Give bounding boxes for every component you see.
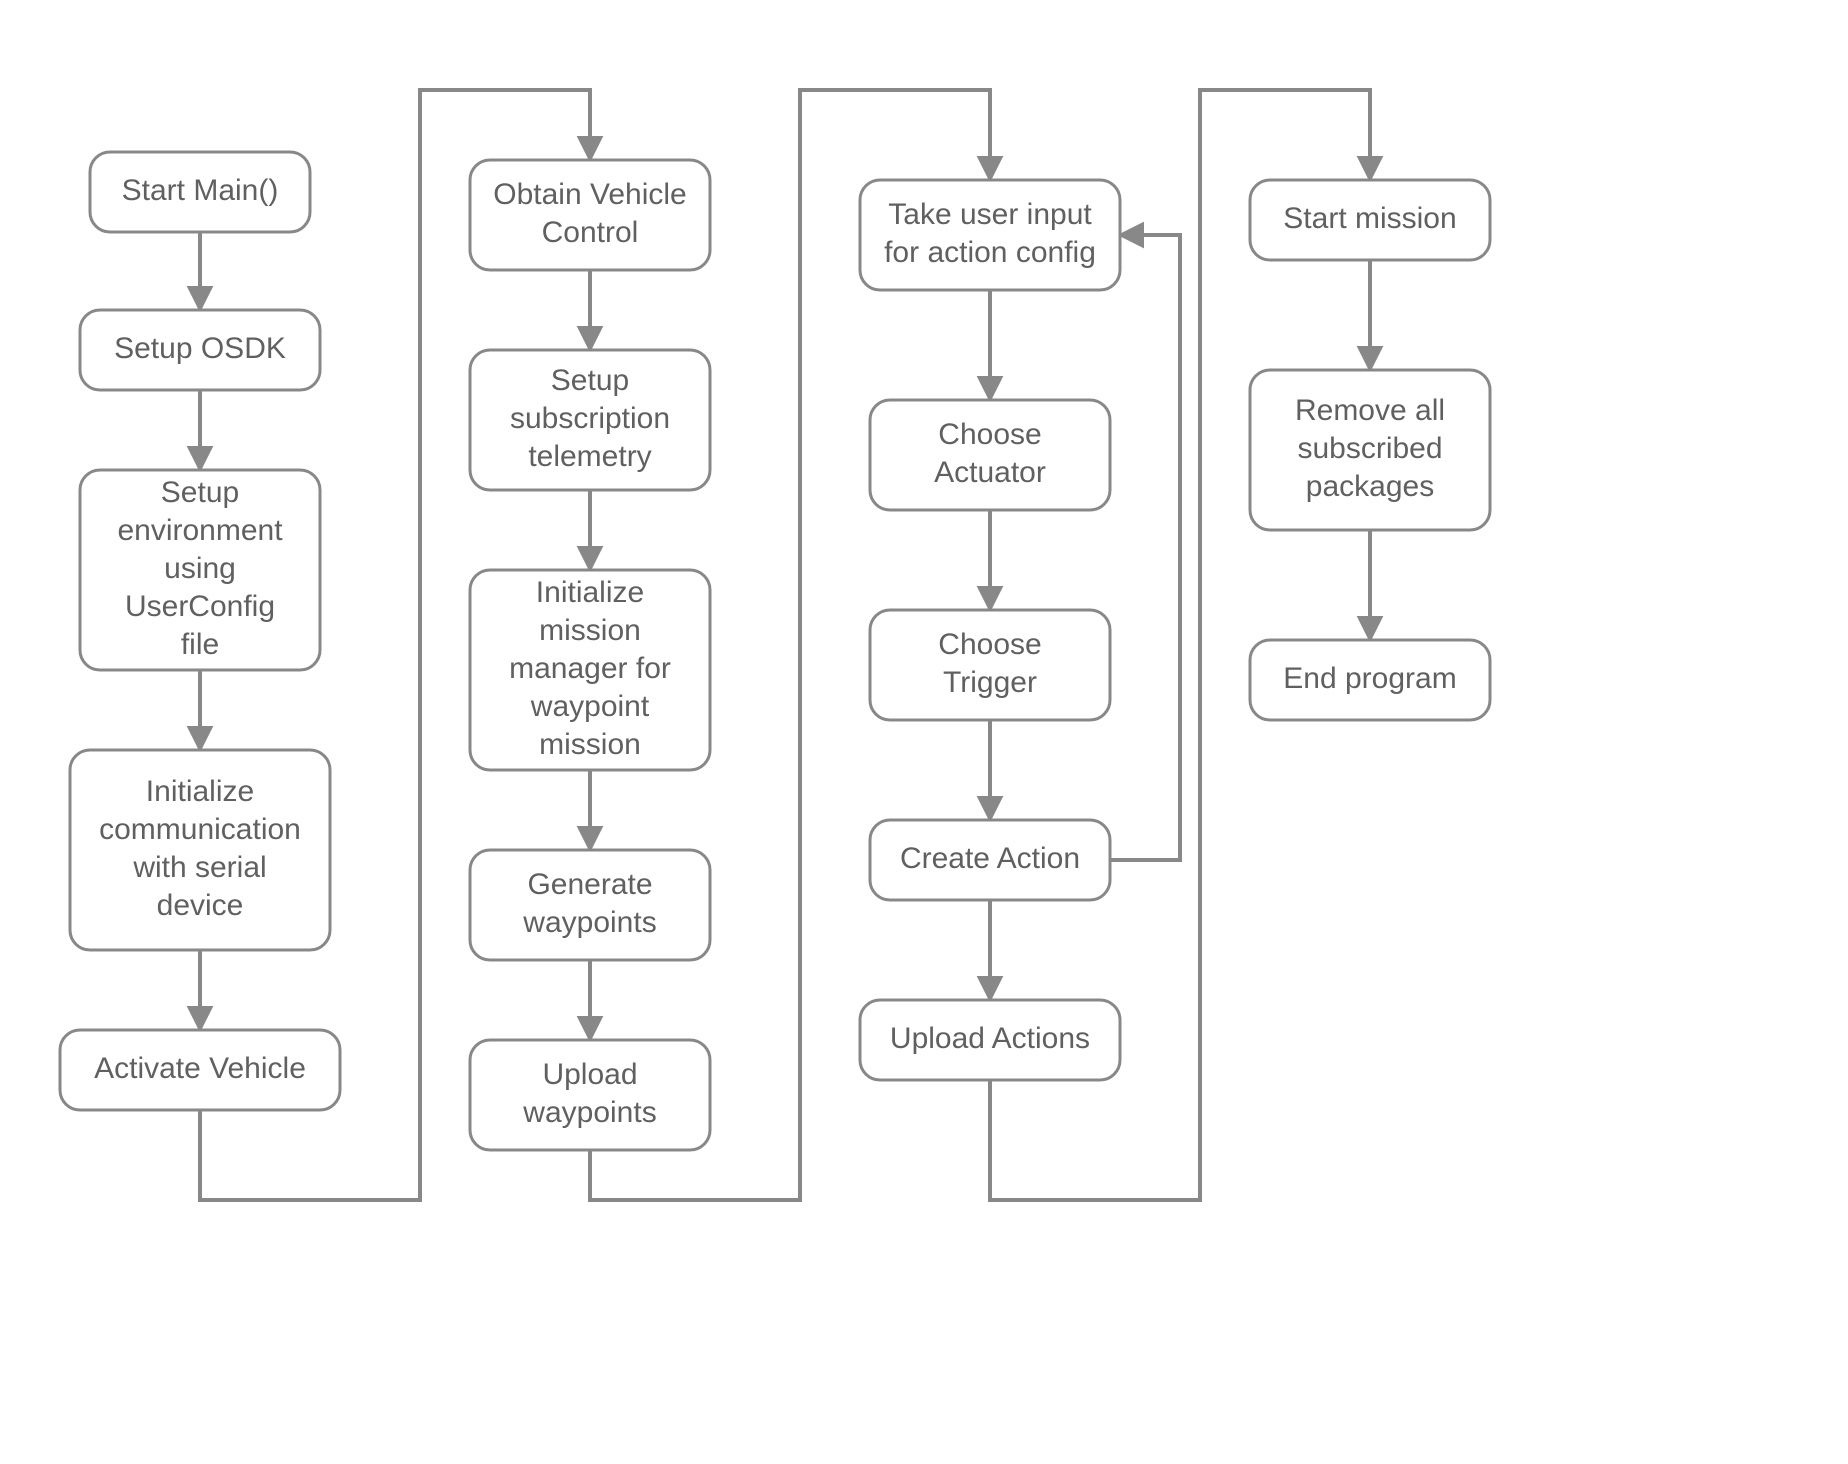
flow-node-label: waypoints — [522, 906, 656, 939]
flow-node-label: mission — [539, 614, 641, 647]
nodes-layer: Start Main() Setup OSDK Setup environment us… — [60, 152, 1490, 1150]
flow-node: Choose Actuator — [870, 400, 1110, 510]
flow-node-label: mission — [539, 728, 641, 761]
flow-node-label: Take user input — [888, 198, 1092, 231]
flow-node-label: environment — [117, 514, 283, 547]
flow-node-label: Obtain Vehicle — [493, 178, 686, 211]
flowchart-canvas: Start Main() Setup OSDK Setup environment us… — [0, 0, 1848, 1464]
flow-node-label: Trigger — [943, 666, 1037, 699]
flow-node: Start mission — [1250, 180, 1490, 260]
flow-node: Setup environment using UserConfig file — [80, 470, 320, 670]
flow-node: Upload waypoints — [470, 1040, 710, 1150]
flow-node-label: Start mission — [1283, 202, 1456, 235]
flow-node-label: Initialize — [146, 775, 254, 808]
flow-node: Generate waypoints — [470, 850, 710, 960]
flow-node: Initialize mission manager for waypoint miss… — [470, 570, 710, 770]
flow-node-label: End program — [1283, 662, 1456, 695]
flow-node-label: manager for — [509, 652, 671, 685]
flow-node-label: Activate Vehicle — [94, 1052, 306, 1085]
flow-node: Setup OSDK — [80, 310, 320, 390]
flow-node-label: Setup — [551, 364, 629, 397]
flow-node-label: using — [164, 552, 236, 585]
flow-node-label: Control — [542, 216, 639, 249]
flow-node-label: Create Action — [900, 842, 1080, 875]
flow-node-label: Setup OSDK — [114, 332, 286, 365]
flow-node-label: UserConfig — [125, 590, 275, 623]
flow-node-label: Initialize — [536, 576, 644, 609]
flow-node-label: waypoints — [522, 1096, 656, 1129]
flow-node-label: packages — [1306, 470, 1434, 503]
edges-layer — [200, 90, 1370, 1200]
flow-node: Take user input for action config — [860, 180, 1120, 290]
flow-node-label: telemetry — [528, 440, 651, 473]
flow-node-label: Upload — [542, 1058, 637, 1091]
flow-edge — [1110, 235, 1180, 860]
flow-node-label: subscription — [510, 402, 670, 435]
flow-node-label: device — [157, 889, 244, 922]
flow-node-label: for action config — [884, 236, 1096, 269]
flow-node-label: Generate — [527, 868, 652, 901]
flow-node: Activate Vehicle — [60, 1030, 340, 1110]
flow-node: Start Main() — [90, 152, 310, 232]
flow-node-label: Start Main() — [122, 174, 279, 207]
flow-node: Upload Actions — [860, 1000, 1120, 1080]
flow-node-label: with serial — [132, 851, 266, 884]
flow-node: Initialize communication with serial device — [70, 750, 330, 950]
flow-node-label: Setup — [161, 476, 239, 509]
flow-node-label: waypoint — [530, 690, 650, 723]
flow-node: End program — [1250, 640, 1490, 720]
flow-node-label: file — [181, 628, 219, 661]
flow-node-label: Choose — [938, 418, 1041, 451]
flow-node-label: Remove all — [1295, 394, 1445, 427]
flow-node: Obtain Vehicle Control — [470, 160, 710, 270]
flow-node-label: Upload Actions — [890, 1022, 1090, 1055]
flow-node: Remove all subscribed packages — [1250, 370, 1490, 530]
flow-node-label: Actuator — [934, 456, 1046, 489]
flow-node-label: communication — [99, 813, 301, 846]
flow-node-label: subscribed — [1297, 432, 1442, 465]
flow-node-label: Choose — [938, 628, 1041, 661]
flow-node: Choose Trigger — [870, 610, 1110, 720]
flow-node: Create Action — [870, 820, 1110, 900]
flow-node: Setup subscription telemetry — [470, 350, 710, 490]
